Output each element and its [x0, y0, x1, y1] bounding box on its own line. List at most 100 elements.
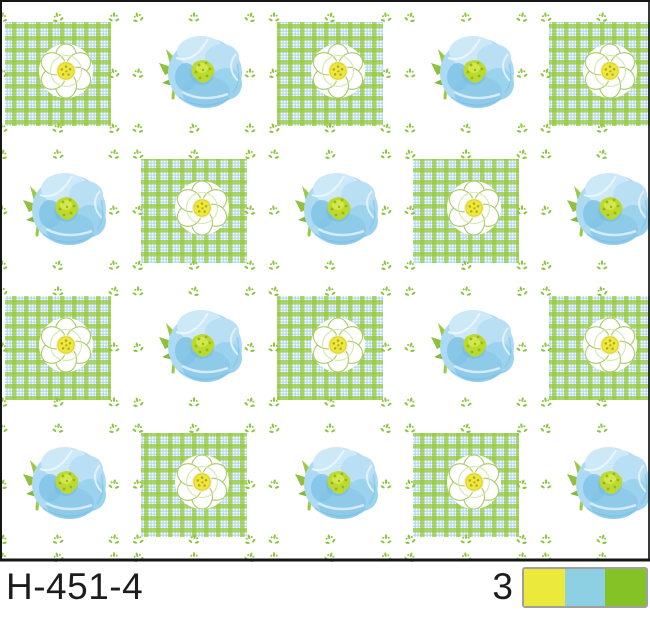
sprig-motif [108, 12, 120, 22]
blue-flower [293, 171, 380, 247]
colorway-group: 3 [492, 565, 648, 609]
sprig-motif [404, 123, 416, 133]
sprig-motif [243, 340, 258, 354]
sprig-motif [266, 421, 281, 435]
sprig-motif [267, 148, 281, 160]
sprig-motif [131, 67, 145, 79]
sprig-motif [540, 534, 552, 544]
sprig-motif [459, 285, 473, 297]
gingham-square [549, 296, 650, 400]
sprig-motif [595, 11, 609, 23]
sprig-motif [402, 147, 417, 161]
sprig-motif [267, 204, 281, 216]
sprig-motif [51, 148, 65, 160]
gingham-square [413, 433, 519, 537]
blue-flower [157, 308, 244, 384]
sprig-motif [380, 479, 392, 489]
sprig-motif [404, 423, 416, 433]
blue-flower [21, 445, 108, 521]
sprig-motif [323, 259, 337, 271]
sprig-motif [52, 286, 64, 296]
color-swatch-strip [522, 566, 648, 608]
sprig-motif [324, 423, 336, 433]
sprig-motif [50, 10, 65, 24]
sprig-motif [131, 122, 145, 134]
sprig-motif [244, 68, 256, 78]
sprig-motif [107, 533, 121, 545]
sprig-motif [187, 148, 201, 160]
sprig-motif [378, 258, 393, 272]
sprig-motif [107, 478, 121, 490]
gingham-square [277, 296, 383, 400]
sprig-motif [380, 149, 392, 159]
sprig-motif [403, 10, 418, 24]
sprig-motif [187, 284, 202, 298]
sprig-motif [107, 204, 121, 216]
sprig-motif [51, 258, 66, 272]
sprig-motif [595, 147, 610, 161]
sprig-motif [594, 284, 609, 298]
sprig-motif [268, 12, 280, 22]
sprig-motif [515, 11, 529, 23]
blue-flower [157, 34, 244, 110]
sprig-motif [186, 121, 201, 135]
sprig-motif [322, 532, 337, 546]
sprig-motif [515, 67, 529, 79]
blue-flower [565, 171, 650, 247]
sprig-motif [515, 122, 529, 134]
sprig-motif [596, 260, 608, 270]
sprig-motif [459, 421, 474, 435]
sprig-motif [403, 340, 418, 354]
sprig-motif [515, 396, 529, 408]
sprig-motif [267, 259, 281, 271]
sprig-motif [538, 258, 553, 272]
sprig-motif [323, 10, 338, 24]
swatch-yellow [524, 568, 565, 606]
sprig-motif [243, 395, 258, 409]
sprig-motif [130, 10, 145, 24]
sprig-motif [540, 479, 552, 489]
pattern-frame [0, 0, 650, 562]
colorway-count: 3 [492, 566, 513, 607]
sprig-motif [515, 422, 529, 434]
sprig-motif [379, 421, 394, 435]
sprig-motif [186, 421, 201, 435]
blue-flower [293, 445, 380, 521]
sprig-motif [107, 259, 121, 271]
sprig-motif [131, 148, 145, 160]
sprig-motif [595, 422, 609, 434]
sprig-motif [540, 149, 552, 159]
pattern-code-label: H-451-4 [6, 566, 144, 607]
sprig-motif [515, 341, 529, 353]
sprig-motif [51, 533, 65, 545]
sprig-motif [379, 11, 393, 23]
sprig-motif [379, 285, 393, 297]
sprig-motif [404, 68, 416, 78]
gingham-square [549, 22, 650, 126]
sprig-motif [267, 478, 281, 490]
sprig-motif [242, 147, 257, 161]
swatch-green [605, 568, 646, 606]
sprig-motif [188, 397, 200, 407]
swatch-footer: H-451-4 3 [0, 563, 650, 617]
sprig-motif [323, 285, 337, 297]
sprig-motif [188, 12, 200, 22]
sprig-motif [267, 284, 282, 298]
sprig-motif [107, 148, 121, 160]
sprig-motif [459, 11, 473, 23]
sprig-motif [514, 284, 529, 298]
sprig-motif [132, 286, 144, 296]
sprig-motif [539, 11, 553, 23]
sprig-motif [460, 149, 472, 159]
blue-flower [565, 445, 650, 521]
sprig-motif [107, 284, 122, 298]
sprig-motif [459, 121, 474, 135]
gingham-square [141, 159, 247, 263]
sprig-motif [106, 421, 121, 435]
gingham-square [141, 433, 247, 537]
blue-flower [429, 34, 516, 110]
blue-flower [429, 308, 516, 384]
blue-flower [21, 171, 108, 247]
sprig-motif [380, 534, 392, 544]
